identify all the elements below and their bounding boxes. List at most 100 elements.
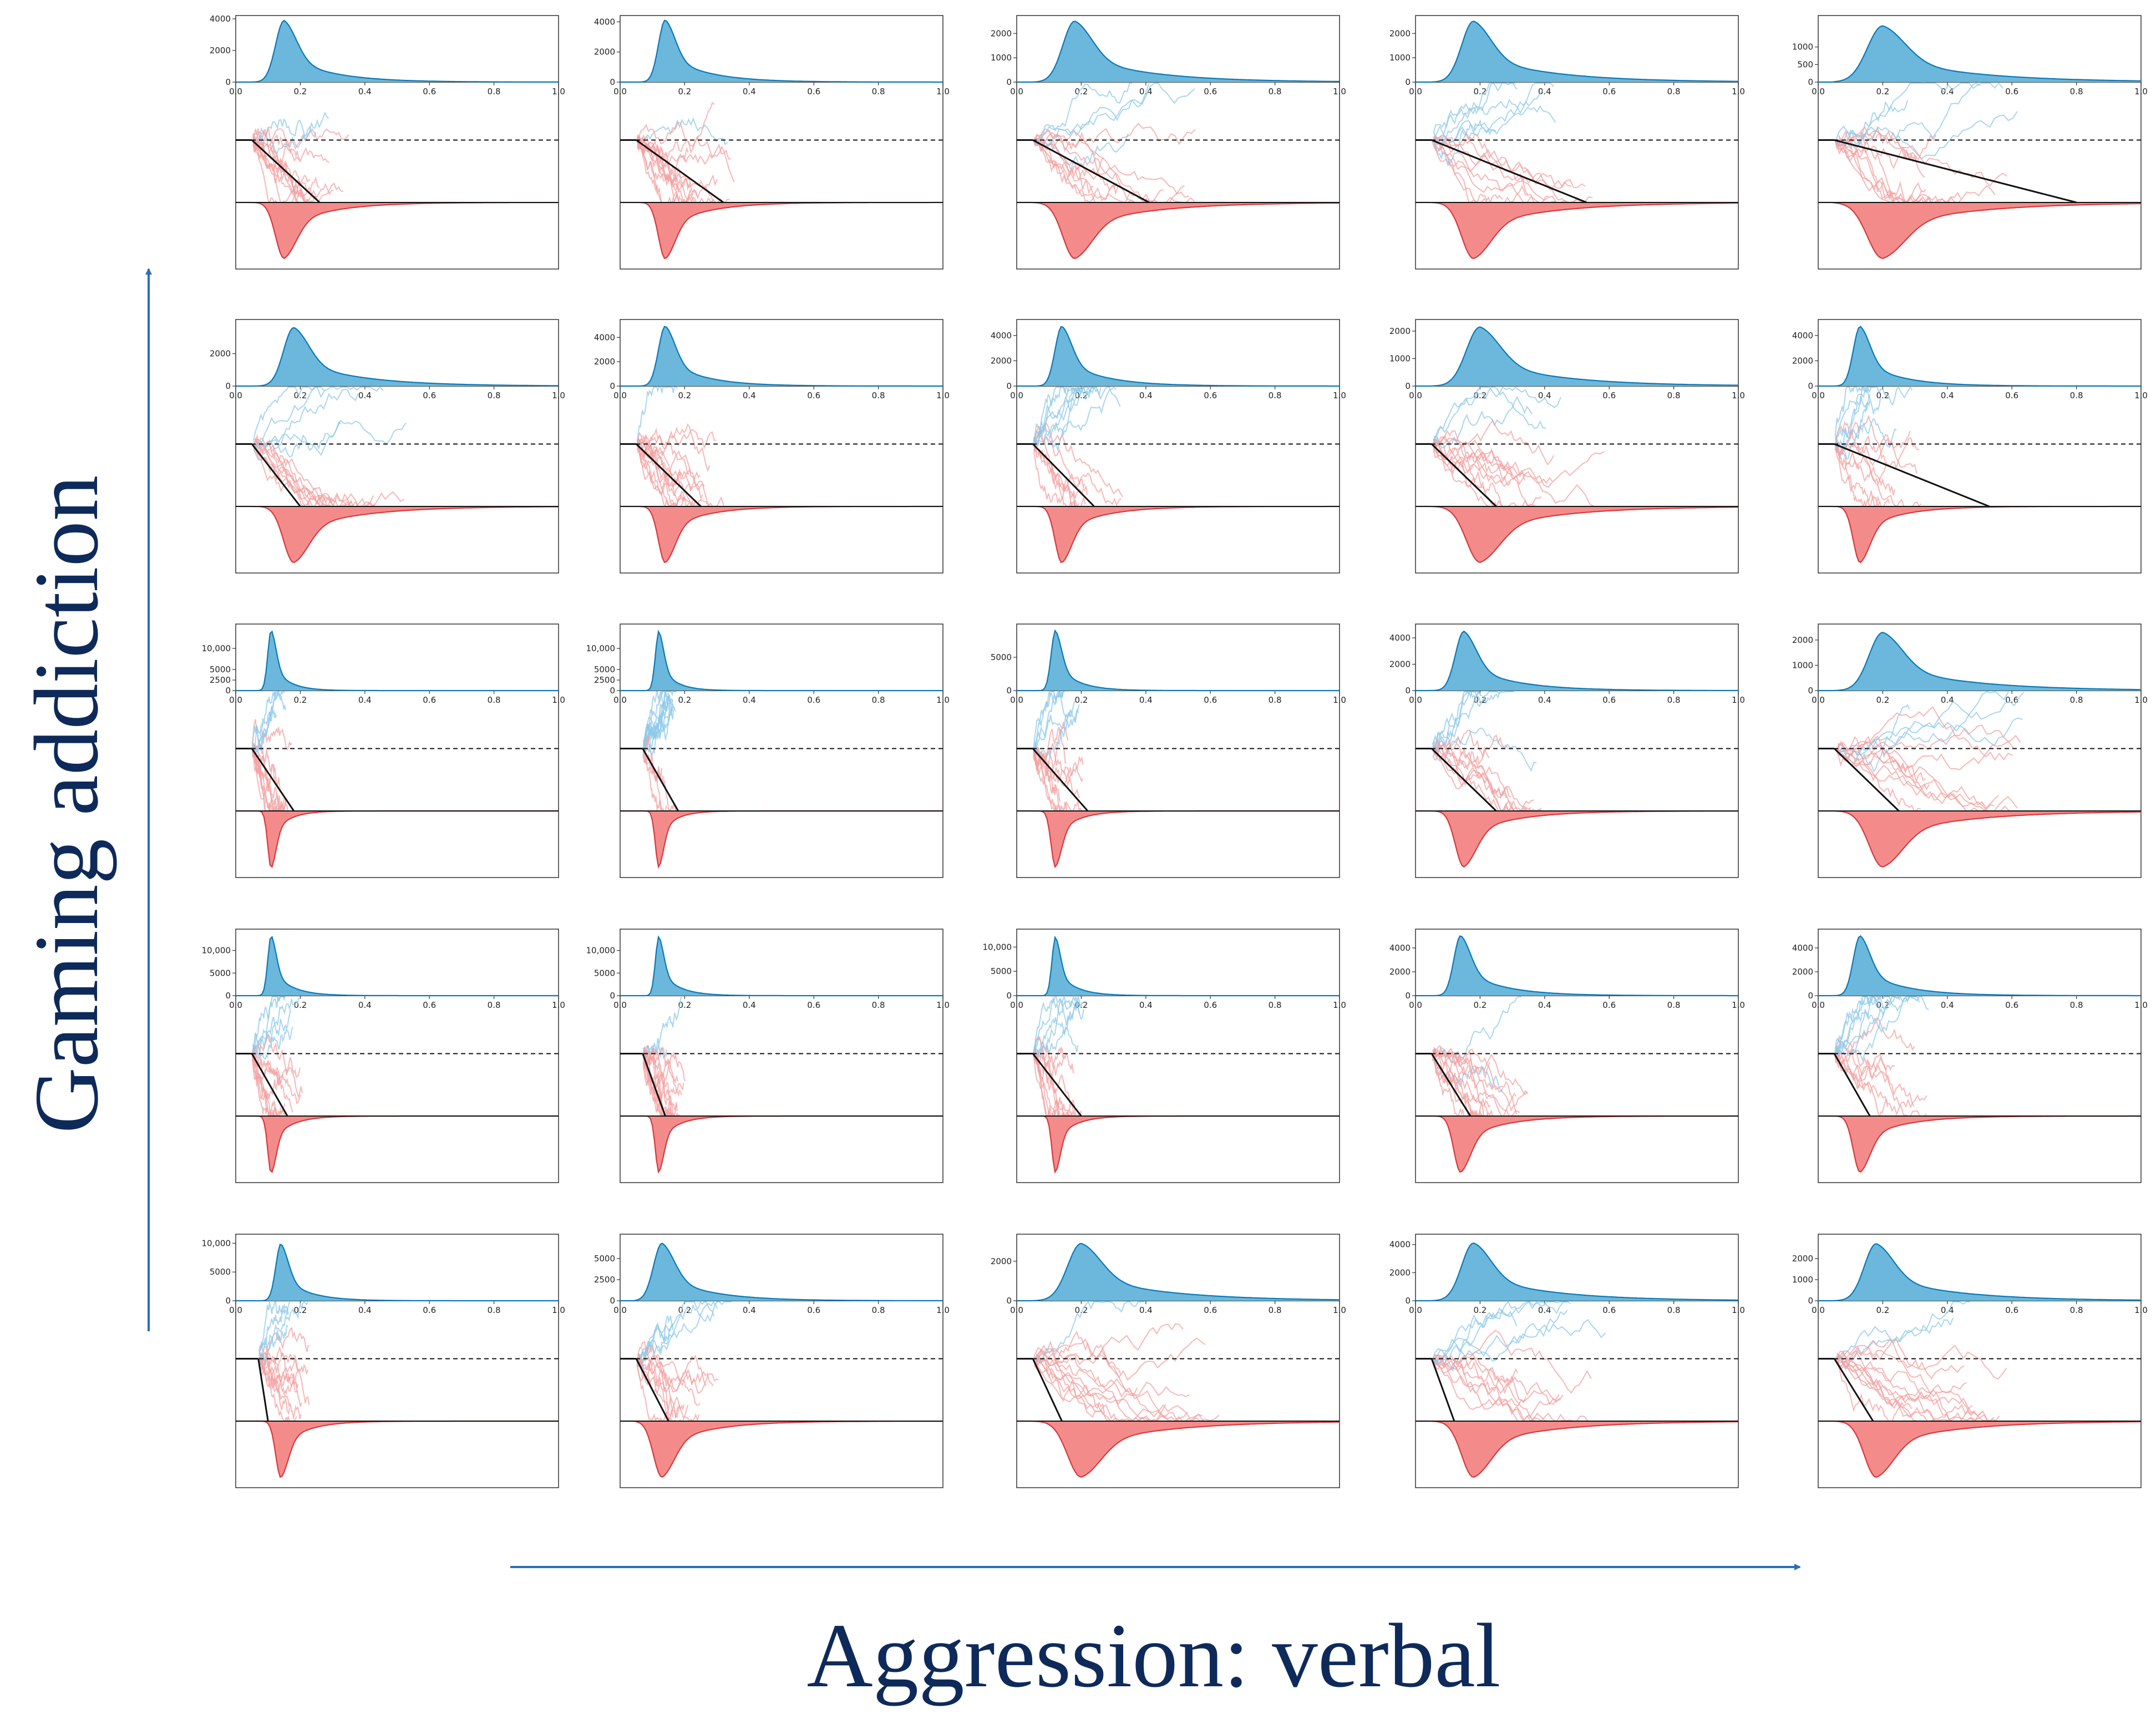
sample-trace (1433, 691, 1514, 752)
sample-trace (637, 444, 705, 491)
x-tick-label: 1.0 (2134, 87, 2148, 97)
sample-trace (1034, 386, 1098, 447)
y-tick-label: 4000 (991, 331, 1012, 341)
y-tick-label: 0 (1006, 381, 1012, 391)
x-tick-label: 1.0 (1732, 1000, 1745, 1010)
x-tick-label: 0.4 (1538, 87, 1551, 97)
sample-trace (1835, 444, 1917, 481)
y-tick-label: 0 (225, 381, 231, 391)
y-tick-label: 2000 (1792, 1254, 1813, 1264)
sample-trace (252, 691, 276, 750)
lower-density-fill (236, 1421, 559, 1477)
upper-density-line (1818, 25, 2142, 83)
y-tick-label: 4000 (594, 17, 615, 27)
sample-trace (1034, 1353, 1142, 1422)
upper-density-fill (1416, 936, 1738, 996)
x-tick-label: 0.2 (1876, 87, 1889, 97)
sample-trace (1835, 414, 1911, 456)
y-tick-label: 10,000 (983, 942, 1012, 952)
panel-r2-c2: 0.0 0.2 0.4 0.6 0.8 1.0 0 2000 4000 (594, 319, 950, 574)
sample-trace (1034, 422, 1123, 498)
upper-density-fill (620, 631, 943, 691)
sample-trace (1838, 126, 2007, 187)
sample-trace (258, 1301, 289, 1360)
x-tick-label: 0.2 (293, 695, 307, 705)
sample-trace (1033, 1337, 1206, 1381)
y-tick-label: 0 (1405, 77, 1411, 87)
sample-trace (637, 135, 731, 165)
sample-trace (637, 444, 696, 509)
x-tick-label: 0.8 (1667, 391, 1681, 400)
x-tick-label: 0.6 (2005, 391, 2018, 400)
sample-trace (252, 1053, 287, 1118)
drift-rate-line (1431, 748, 1497, 812)
x-tick-label: 0.4 (1538, 695, 1551, 705)
sample-trace (1034, 138, 1148, 204)
y-tick-label: 0 (610, 381, 615, 391)
y-tick-label: 0 (1006, 991, 1012, 1001)
sample-trace (636, 1358, 699, 1423)
sample-trace (1433, 387, 1546, 444)
x-tick-label: 0.6 (423, 87, 436, 97)
x-tick-label: 0.6 (1204, 1000, 1217, 1010)
y-tick-label: 2000 (991, 356, 1012, 366)
sample-trace (1835, 691, 2009, 754)
y-tick-label: 500 (1797, 59, 1813, 69)
sample-trace (1432, 119, 1496, 167)
x-tick-label: 0.2 (1473, 87, 1487, 97)
x-tick-label: 0.4 (358, 87, 372, 97)
drift-rate-line (635, 1358, 669, 1422)
trace-axes (235, 690, 559, 878)
lower-density-fill (1416, 1116, 1738, 1172)
x-tick-label: 0.8 (1667, 87, 1681, 97)
sample-trace (638, 1351, 714, 1387)
sample-trace (1034, 131, 1119, 195)
sample-trace (258, 1358, 310, 1405)
panel-r1-c4: 0.0 0.2 0.4 0.6 0.8 1.0 0 1000 2000 (1389, 15, 1745, 270)
x-tick-label: 0.0 (613, 695, 627, 705)
x-tick-label: 1.0 (936, 391, 950, 400)
x-tick-label: 0.8 (872, 87, 885, 97)
sample-trace (252, 434, 324, 507)
drift-rate-line (1833, 1358, 1874, 1422)
y-tick-label: 10,000 (586, 946, 616, 956)
panel-r4-c2: 0.0 0.2 0.4 0.6 0.8 1.0 0 5000 10,000 (586, 929, 950, 1183)
upper-density-fill (1017, 631, 1340, 691)
x-tick-label: 0.2 (678, 87, 691, 97)
sample-trace (637, 138, 714, 203)
upper-density-line (1818, 1243, 2141, 1302)
drift-rate-line (1431, 443, 1497, 508)
y-tick-label: 5000 (594, 968, 615, 978)
sample-trace (1432, 1355, 1550, 1422)
x-tick-label: 0.6 (807, 695, 820, 705)
sample-trace (1433, 386, 1561, 444)
sample-trace (1033, 995, 1084, 1054)
y-tick-label: 0 (610, 991, 615, 1001)
panel-r2-c1: 0.0 0.2 0.4 0.6 0.8 1.0 0 2000 (210, 319, 565, 574)
x-tick-label: 0.0 (1010, 695, 1023, 705)
sample-trace (1834, 140, 1924, 204)
y-tick-label: 4000 (210, 14, 231, 24)
sample-trace (252, 996, 286, 1058)
x-tick-label: 0.0 (613, 391, 627, 400)
x-tick-label: 0.6 (1204, 695, 1217, 705)
sample-trace (636, 1323, 674, 1371)
sample-trace (1834, 82, 1981, 146)
x-tick-label: 0.4 (1139, 695, 1153, 705)
y-tick-label: 5000 (594, 665, 615, 675)
x-tick-label: 0.8 (2070, 391, 2083, 400)
x-tick-label: 0.0 (1409, 1000, 1422, 1010)
sample-trace (258, 1325, 288, 1371)
x-tick-label: 0.8 (488, 695, 501, 705)
sample-trace (637, 1354, 707, 1393)
x-tick-label: 1.0 (1732, 1305, 1745, 1315)
sample-trace (1433, 747, 1542, 812)
upper-density-fill (620, 326, 943, 386)
sample-trace (252, 1034, 303, 1099)
sample-trace (1834, 441, 1890, 509)
